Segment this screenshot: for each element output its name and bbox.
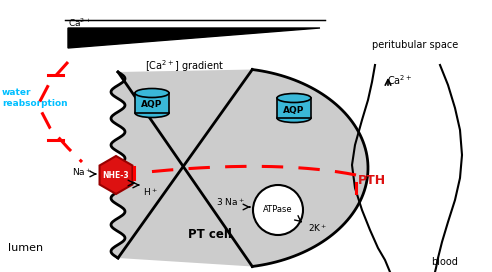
Text: Ca$^{2+}$: Ca$^{2+}$	[68, 17, 92, 29]
Text: PT cell: PT cell	[188, 228, 232, 242]
Ellipse shape	[277, 113, 311, 122]
Text: NHE-3: NHE-3	[103, 171, 129, 180]
Text: AQP: AQP	[141, 100, 163, 110]
Ellipse shape	[135, 88, 169, 97]
Text: ATPase: ATPase	[263, 206, 293, 215]
Ellipse shape	[277, 94, 311, 103]
Bar	[277, 98, 311, 118]
Text: Na$^+$: Na$^+$	[72, 166, 92, 178]
Polygon shape	[111, 70, 368, 267]
Text: AQP: AQP	[283, 106, 305, 115]
Text: Ca$^{2+}$: Ca$^{2+}$	[387, 73, 412, 87]
Text: H$^+$: H$^+$	[143, 186, 158, 198]
Circle shape	[253, 185, 303, 235]
Text: lumen: lumen	[8, 243, 43, 253]
Ellipse shape	[135, 109, 169, 118]
Text: water
reabsorption: water reabsorption	[2, 88, 67, 108]
Polygon shape	[99, 156, 132, 194]
Text: blood: blood	[431, 257, 459, 267]
Text: [Ca$^{2+}$] gradient: [Ca$^{2+}$] gradient	[145, 58, 225, 74]
Text: 2K$^+$: 2K$^+$	[308, 222, 328, 234]
Bar	[135, 93, 169, 113]
Text: peritubular space: peritubular space	[372, 40, 458, 50]
Text: 3 Na$^+$: 3 Na$^+$	[216, 196, 245, 208]
Polygon shape	[68, 28, 320, 48]
Text: PTH: PTH	[358, 174, 386, 187]
